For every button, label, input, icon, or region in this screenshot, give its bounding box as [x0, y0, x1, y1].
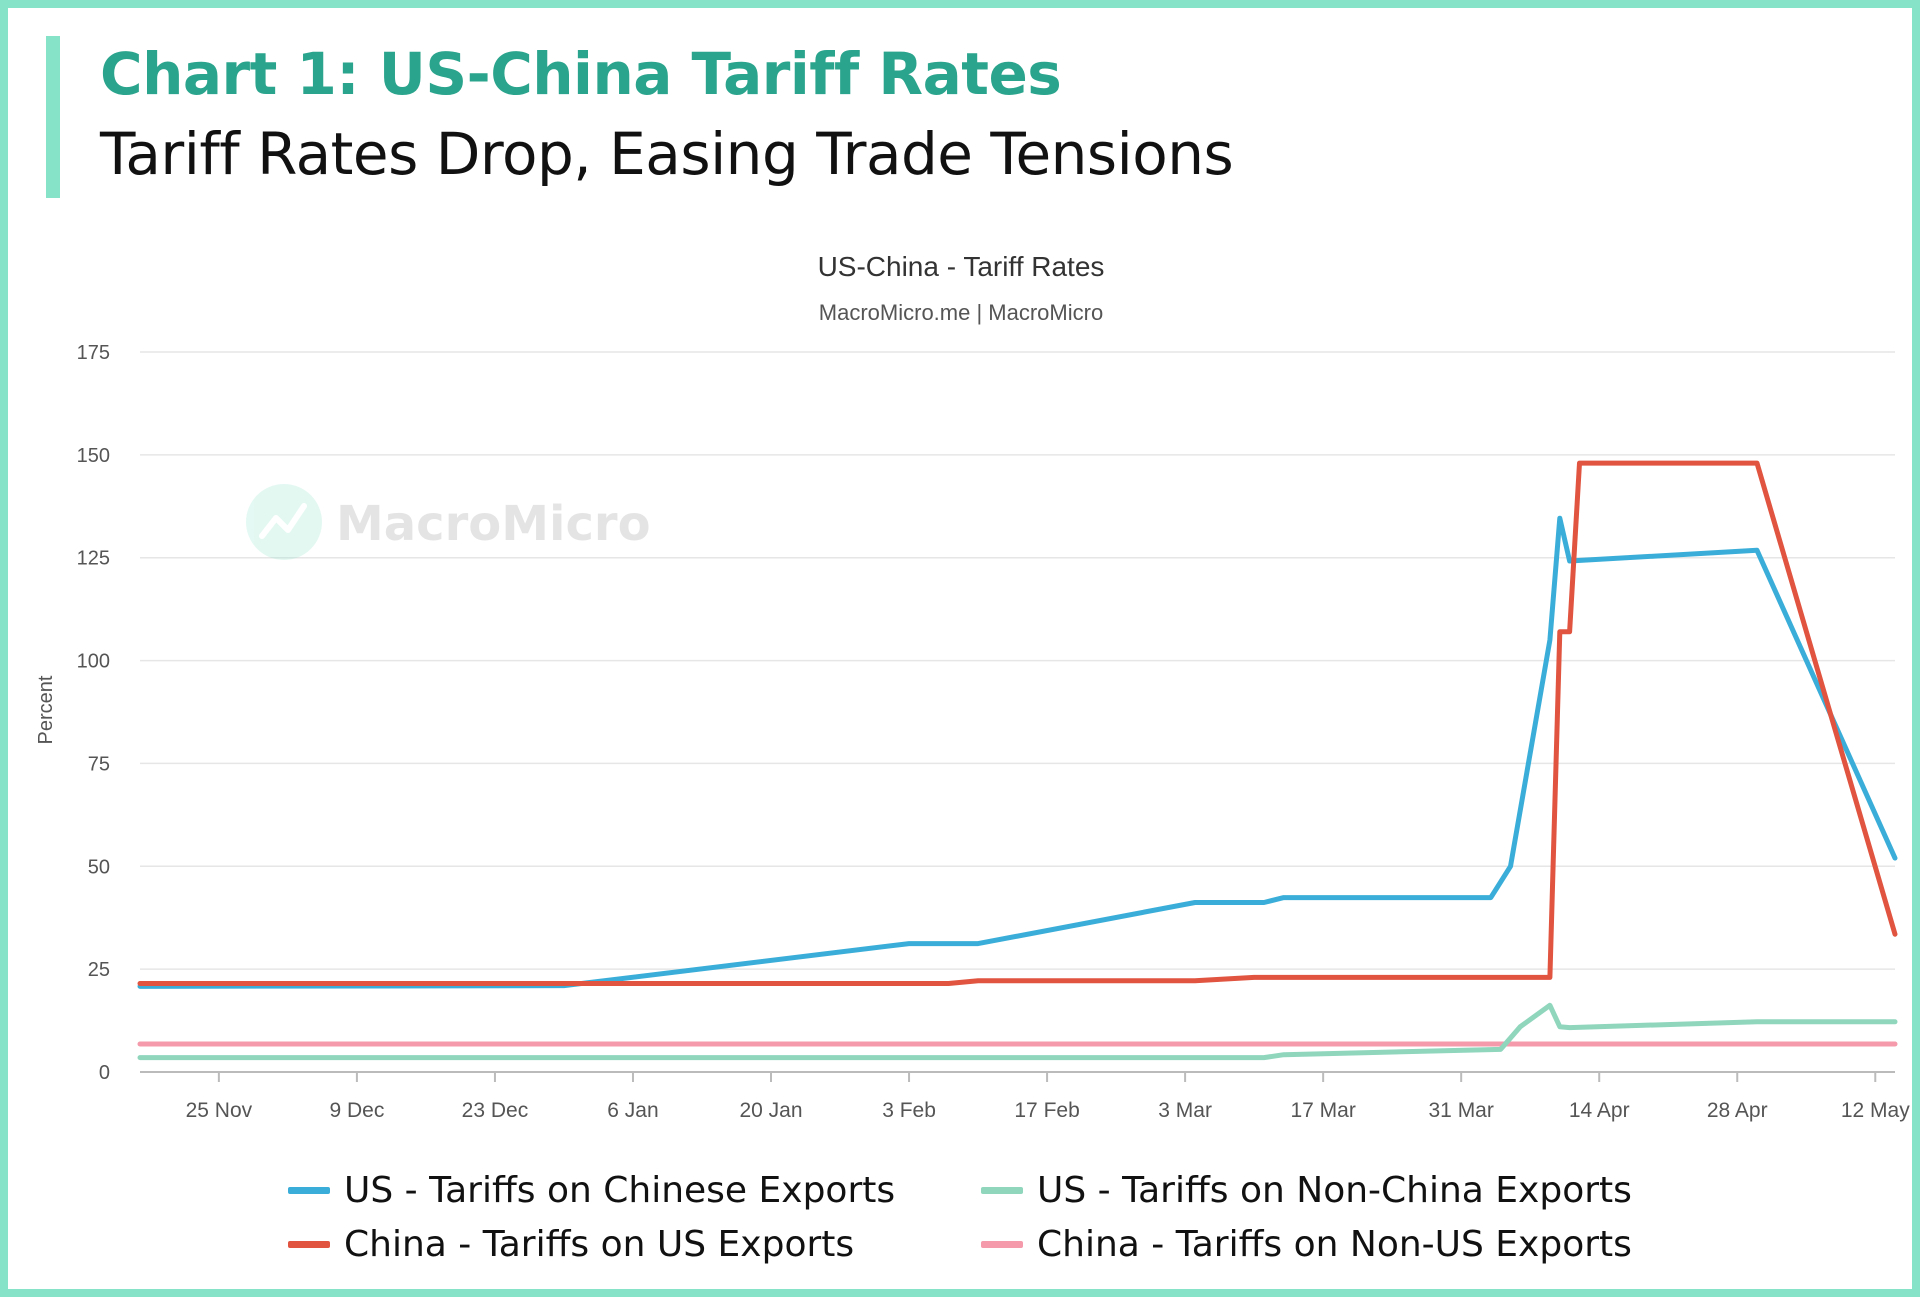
x-tick-label: 17 Mar — [1290, 1099, 1355, 1122]
gridlines — [140, 351, 1895, 970]
x-axis-ticks: 25 Nov 9 Dec 23 Dec 6 Jan 20 Jan 3 Feb 17 Feb 3… — [186, 1072, 1910, 1122]
legend-swatch — [981, 1240, 1023, 1248]
x-tick-label: 6 Jan — [607, 1099, 658, 1122]
chart-subtitle: MacroMicro.me | MacroMicro — [819, 300, 1103, 325]
y-tick-label: 25 — [88, 959, 110, 981]
x-tick-label: 12 May — [1841, 1099, 1910, 1122]
legend-label: China - Tariffs on Non-US Exports — [1037, 1223, 1632, 1265]
x-tick-label: 14 Apr — [1569, 1099, 1630, 1122]
y-tick-label: 125 — [77, 548, 110, 570]
y-tick-label: 175 — [77, 342, 110, 364]
series-line-us-tariffs-on-non-china-exports[interactable] — [137, 1002, 1898, 1061]
legend-swatch — [288, 1240, 330, 1248]
x-tick-label: 3 Feb — [882, 1099, 936, 1122]
page-subtitle: Tariff Rates Drop, Easing Trade Tensions — [100, 120, 1234, 188]
legend-item-china-nonus[interactable]: China - Tariffs on Non-US Exports — [981, 1217, 1632, 1271]
page-title: Chart 1: US-China Tariff Rates — [100, 40, 1062, 108]
legend-item-us-chinese[interactable]: US - Tariffs on Chinese Exports — [288, 1163, 895, 1217]
chart-legend: US - Tariffs on Chinese Exports US - Tar… — [288, 1163, 1688, 1283]
legend-swatch — [981, 1186, 1023, 1194]
title-accent-bar — [46, 36, 60, 198]
y-axis-label: Percent — [35, 675, 57, 744]
x-tick-label: 9 Dec — [329, 1099, 384, 1122]
x-tick-label: 17 Feb — [1014, 1099, 1079, 1122]
x-tick-label: 31 Mar — [1429, 1099, 1494, 1122]
y-tick-label: 75 — [88, 753, 110, 775]
x-tick-label: 23 Dec — [462, 1099, 529, 1122]
y-tick-label: 50 — [88, 856, 110, 878]
legend-swatch — [288, 1186, 330, 1194]
legend-label: China - Tariffs on US Exports — [344, 1223, 855, 1265]
y-tick-label: 150 — [77, 445, 110, 467]
x-tick-label: 28 Apr — [1707, 1099, 1768, 1122]
y-axis-ticks: 0 25 50 75 100 125 150 175 — [77, 342, 110, 1084]
x-tick-label: 25 Nov — [186, 1099, 253, 1122]
macromicro-logo-icon — [246, 484, 322, 560]
legend-label: US - Tariffs on Non-China Exports — [1037, 1169, 1632, 1211]
y-tick-label: 0 — [99, 1062, 110, 1084]
chart-title: US-China - Tariff Rates — [818, 251, 1105, 282]
series-line-us-tariffs-on-chinese-exports[interactable] — [137, 515, 1898, 989]
x-tick-label: 3 Mar — [1158, 1099, 1212, 1122]
watermark-logo-line — [259, 503, 307, 539]
watermark: MacroMicro — [246, 484, 651, 560]
series-line-china-tariffs-on-us-exports[interactable] — [137, 460, 1898, 986]
legend-label: US - Tariffs on Chinese Exports — [344, 1169, 896, 1211]
series-lines — [137, 460, 1898, 1061]
watermark-text: MacroMicro — [336, 496, 651, 552]
legend-item-us-nonchina[interactable]: US - Tariffs on Non-China Exports — [981, 1163, 1632, 1217]
x-tick-label: 20 Jan — [739, 1099, 802, 1122]
y-tick-label: 100 — [77, 651, 110, 673]
legend-item-china-us[interactable]: China - Tariffs on US Exports — [288, 1217, 854, 1271]
